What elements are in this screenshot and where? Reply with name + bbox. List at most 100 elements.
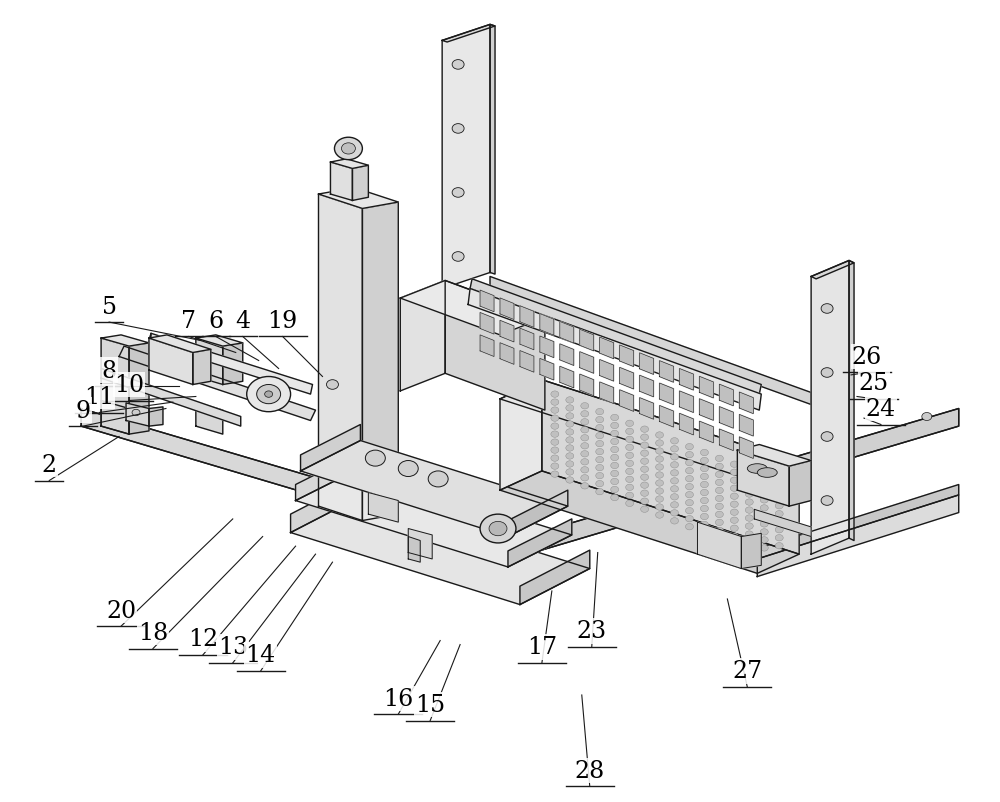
Polygon shape	[301, 425, 360, 472]
Circle shape	[700, 450, 708, 456]
Circle shape	[700, 458, 708, 464]
Polygon shape	[739, 392, 753, 414]
Circle shape	[428, 472, 448, 488]
Circle shape	[745, 476, 753, 482]
Circle shape	[398, 461, 418, 477]
Circle shape	[671, 470, 679, 476]
Circle shape	[685, 516, 693, 522]
Circle shape	[745, 531, 753, 537]
Polygon shape	[500, 472, 799, 573]
Circle shape	[700, 474, 708, 480]
Polygon shape	[660, 383, 674, 405]
Ellipse shape	[757, 468, 777, 478]
Circle shape	[480, 515, 516, 543]
Circle shape	[626, 492, 634, 499]
Polygon shape	[640, 354, 654, 375]
Circle shape	[671, 454, 679, 460]
Polygon shape	[640, 398, 654, 419]
Circle shape	[611, 487, 619, 493]
Circle shape	[475, 542, 485, 550]
Polygon shape	[520, 351, 534, 373]
Circle shape	[551, 423, 559, 430]
Circle shape	[671, 494, 679, 500]
Circle shape	[671, 486, 679, 492]
Polygon shape	[811, 261, 854, 280]
Circle shape	[700, 521, 708, 528]
Circle shape	[566, 421, 574, 427]
Polygon shape	[500, 321, 514, 342]
Circle shape	[265, 391, 273, 398]
Polygon shape	[400, 282, 445, 391]
Polygon shape	[330, 163, 352, 201]
Text: 16: 16	[383, 687, 413, 710]
Circle shape	[760, 537, 768, 544]
Circle shape	[626, 476, 634, 483]
Circle shape	[596, 425, 604, 431]
Polygon shape	[119, 346, 316, 421]
Polygon shape	[737, 451, 789, 507]
Circle shape	[566, 453, 574, 460]
Circle shape	[452, 188, 464, 198]
Circle shape	[132, 410, 140, 416]
Circle shape	[641, 498, 649, 504]
Circle shape	[715, 536, 723, 542]
Circle shape	[581, 459, 589, 465]
Circle shape	[611, 439, 619, 445]
Polygon shape	[737, 445, 811, 467]
Circle shape	[671, 502, 679, 508]
Polygon shape	[560, 344, 574, 366]
Circle shape	[551, 448, 559, 454]
Polygon shape	[542, 380, 799, 554]
Circle shape	[685, 452, 693, 458]
Circle shape	[671, 478, 679, 484]
Circle shape	[656, 488, 664, 495]
Circle shape	[760, 545, 768, 552]
Text: 12: 12	[188, 628, 218, 650]
Circle shape	[551, 407, 559, 414]
Circle shape	[656, 480, 664, 487]
Circle shape	[715, 488, 723, 494]
Polygon shape	[291, 479, 360, 533]
Polygon shape	[754, 510, 811, 537]
Text: 17: 17	[527, 636, 557, 658]
Text: 19: 19	[267, 310, 298, 333]
Polygon shape	[719, 385, 733, 407]
Circle shape	[685, 484, 693, 490]
Polygon shape	[580, 330, 594, 351]
Circle shape	[566, 477, 574, 484]
Circle shape	[730, 493, 738, 500]
Circle shape	[775, 479, 783, 485]
Circle shape	[730, 541, 738, 548]
Text: 7: 7	[181, 310, 196, 333]
Circle shape	[821, 432, 833, 442]
Circle shape	[700, 482, 708, 488]
Circle shape	[715, 520, 723, 526]
Polygon shape	[600, 360, 614, 382]
Circle shape	[551, 439, 559, 446]
Polygon shape	[739, 437, 753, 459]
Circle shape	[551, 399, 559, 406]
Circle shape	[641, 435, 649, 441]
Circle shape	[551, 391, 559, 398]
Circle shape	[730, 533, 738, 540]
Circle shape	[700, 514, 708, 520]
Circle shape	[745, 539, 753, 545]
Circle shape	[581, 419, 589, 425]
Polygon shape	[719, 429, 733, 451]
Circle shape	[821, 304, 833, 314]
Circle shape	[596, 473, 604, 480]
Polygon shape	[679, 391, 693, 413]
Circle shape	[611, 431, 619, 437]
Polygon shape	[520, 306, 534, 328]
Polygon shape	[697, 522, 741, 569]
Circle shape	[730, 517, 738, 524]
Polygon shape	[296, 453, 359, 501]
Polygon shape	[126, 403, 149, 427]
Polygon shape	[490, 277, 811, 405]
Circle shape	[700, 529, 708, 536]
Polygon shape	[660, 361, 674, 383]
Circle shape	[775, 543, 783, 549]
Circle shape	[821, 368, 833, 378]
Polygon shape	[445, 282, 545, 411]
Circle shape	[656, 472, 664, 479]
